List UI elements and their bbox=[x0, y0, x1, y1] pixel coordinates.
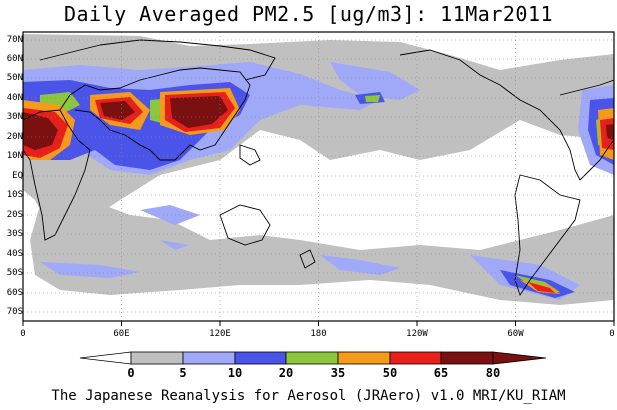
lat-label: 20S bbox=[6, 210, 23, 220]
colorbar-tick: 80 bbox=[485, 366, 501, 380]
lat-label: 60N bbox=[6, 54, 23, 64]
colorbar-tick: 10 bbox=[227, 366, 243, 380]
lat-label: 40S bbox=[6, 249, 23, 259]
lon-label: 60E bbox=[113, 329, 130, 339]
colorbar-segment-3 bbox=[234, 351, 287, 365]
lat-label: 50S bbox=[6, 268, 23, 278]
colorbar-tick: 5 bbox=[179, 366, 187, 380]
lon-label: 120W bbox=[406, 329, 428, 339]
credit-line: The Japanese Reanalysis for Aerosol (JRA… bbox=[51, 388, 566, 404]
colorbar-segment-6 bbox=[389, 351, 442, 365]
colorbar-segment-2 bbox=[182, 351, 236, 365]
lat-label: 10N bbox=[6, 151, 23, 161]
colorbar-segment-7 bbox=[440, 351, 494, 365]
pm25-level-80-plus bbox=[23, 96, 614, 150]
map-title: Daily Averaged PM2.5 [ug/m3]: 11Mar2011 bbox=[63, 2, 554, 26]
lat-label: 70N bbox=[6, 35, 23, 45]
colorbar-tick: 0 bbox=[127, 366, 135, 380]
colorbar-tick: 50 bbox=[382, 366, 398, 380]
lat-label: 20N bbox=[6, 132, 23, 142]
lat-label: 10S bbox=[6, 190, 23, 200]
lat-label: 60S bbox=[6, 288, 23, 298]
lon-label: 180 bbox=[310, 329, 327, 339]
lon-label: 0 bbox=[609, 329, 615, 339]
axis-ticks bbox=[22, 321, 615, 326]
lat-label: 50N bbox=[6, 73, 23, 83]
colorbar-segment-0 bbox=[79, 351, 132, 365]
colorbar-tick: 20 bbox=[278, 366, 294, 380]
colorbar-segment-4 bbox=[285, 351, 339, 365]
lat-label: 40N bbox=[6, 93, 23, 103]
lon-label: 60W bbox=[507, 329, 524, 339]
lat-label: EQ bbox=[12, 171, 23, 181]
colorbar-tick: 65 bbox=[433, 366, 449, 380]
lon-label: 0 bbox=[20, 329, 26, 339]
colorbar-arrow-max bbox=[492, 351, 547, 365]
colorbar-segment-1 bbox=[130, 351, 184, 365]
lat-label: 30S bbox=[6, 229, 23, 239]
lat-label: 30N bbox=[6, 112, 23, 122]
lon-label: 120E bbox=[209, 329, 231, 339]
colorbar-segment-5 bbox=[337, 351, 391, 365]
coastlines bbox=[23, 39, 614, 297]
graticule bbox=[23, 32, 614, 321]
colorbar-tick: 35 bbox=[330, 366, 346, 380]
lat-label: 70S bbox=[6, 307, 23, 317]
